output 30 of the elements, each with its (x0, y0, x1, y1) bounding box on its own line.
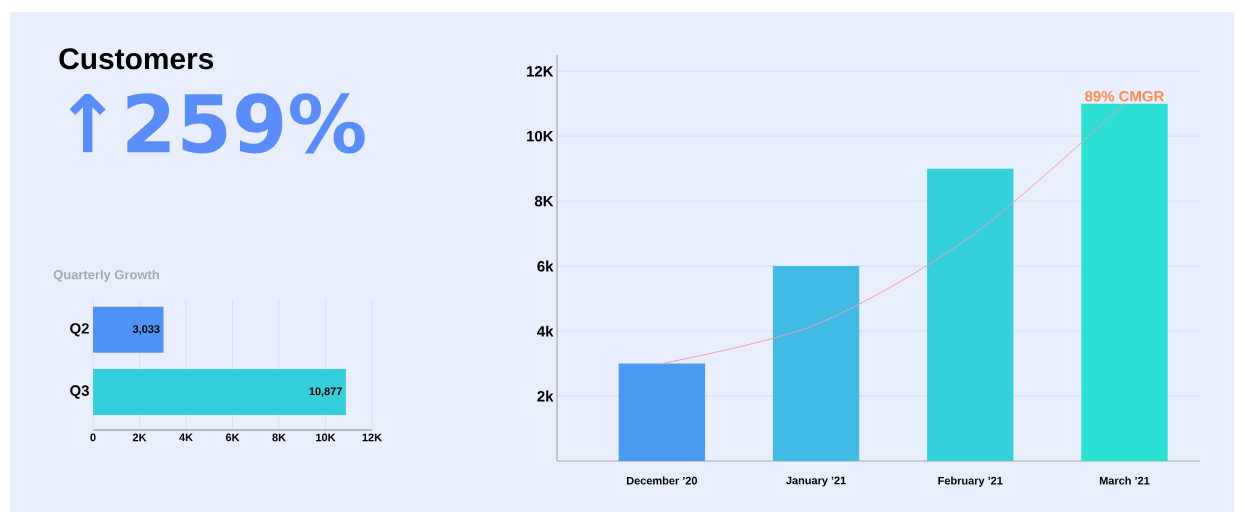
y-tick-label: 12K (527, 66, 554, 77)
y-tick-label: 2k (537, 390, 554, 402)
x-tick-label: 0 (90, 433, 96, 442)
data-label: 3,033 (132, 325, 160, 335)
y-tick-label: 6k (537, 260, 554, 272)
text: ↑259% (69, 93, 365, 154)
y-tick-label: Q2 (70, 323, 89, 337)
x-tick-label: 4K (179, 433, 193, 442)
y-tick-label: Q3 (70, 385, 89, 399)
x-tick-label: 6K (225, 433, 240, 442)
y-tick-label: 4k (537, 325, 554, 337)
bar (772, 266, 860, 461)
bar (1081, 103, 1168, 461)
annotation: 89% CMGR (1085, 90, 1164, 102)
text: Customers (59, 48, 214, 70)
y-tick-label: 8K (534, 195, 554, 207)
y-tick-label: 10K (527, 130, 554, 142)
x-tick-label: December ’20 (626, 476, 698, 485)
bar (927, 168, 1014, 461)
line-series (661, 103, 1125, 365)
data-label: 10,877 (309, 387, 342, 397)
x-tick-label: March ’21 (1099, 476, 1150, 485)
x-tick-label: 12K (362, 433, 382, 442)
x-tick-label: February ’21 (938, 476, 1003, 487)
x-tick-label: 10K (316, 433, 336, 442)
chart-title: Quarterly Growth (53, 269, 159, 282)
x-tick-label: 2K (132, 433, 147, 442)
x-tick-label: January ’21 (786, 476, 846, 487)
bar (618, 363, 706, 461)
x-tick-label: 8K (272, 433, 286, 442)
